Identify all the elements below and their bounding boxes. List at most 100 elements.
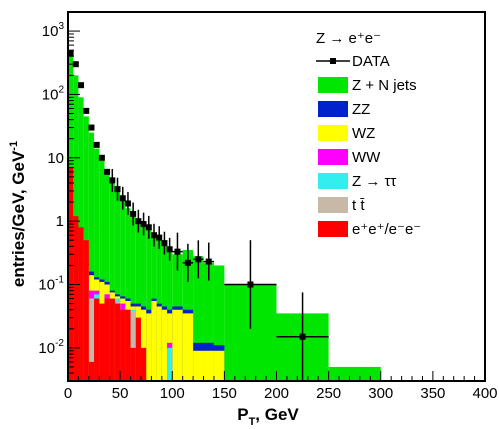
bar [88,298,95,381]
bar [135,317,141,381]
data-marker [109,177,116,184]
data-marker [98,154,105,161]
series-e-e-e-e [68,167,147,381]
y-axis-label: entries/GeV, GeV-1 [8,141,28,287]
data-point [124,192,131,215]
legend-label: Z → ττ [352,173,396,190]
data-marker [124,200,131,207]
data-point [135,209,142,233]
legend-entry: WZ [318,125,375,142]
bar [140,309,147,381]
data-point [193,240,204,279]
bar [328,366,381,381]
x-tick-label: 250 [316,385,341,402]
data-marker [174,248,181,255]
legend-swatch [318,101,348,117]
bar [114,190,121,381]
x-tick-label: 300 [368,385,393,402]
bar [125,208,131,381]
bar [68,167,74,381]
bar [120,309,126,381]
x-tick-label: 150 [212,385,237,402]
data-point [276,292,329,381]
legend-label: DATA [352,53,390,70]
y-tick-label: 10-2 [38,338,64,357]
legend-swatch [318,77,348,93]
legend-entry: DATA [316,53,390,70]
data-point [93,141,100,148]
bar [193,256,204,381]
data-point [114,177,121,201]
y-tick-label: 10-1 [38,275,64,294]
legend-entry: t t̄ [318,197,365,214]
data-point [145,215,152,239]
legend-marker [330,58,336,64]
legend-entry: ZZ [318,101,370,118]
legend-swatch [318,125,348,141]
bar [94,298,100,381]
data-marker [156,234,163,241]
data-point [78,82,85,89]
bar [135,221,141,381]
x-axis-label-unit: , GeV [255,405,299,424]
bar [140,347,147,381]
data-marker [205,258,212,265]
data-point [166,237,173,261]
data-marker [135,218,142,225]
data-marker [195,256,202,263]
bar [182,313,194,381]
bar [88,361,95,381]
data-point [156,226,163,250]
data-marker [140,221,147,228]
bar [83,240,89,381]
bar [146,229,152,381]
data-point [130,202,137,226]
data-marker [114,186,121,193]
bar [172,309,183,381]
x-tick-label: 350 [420,385,445,402]
bar [104,171,110,381]
data-point [109,168,116,192]
bar [104,298,110,381]
data-point [72,61,79,68]
bar [193,350,204,381]
legend-header: Z → e⁺e⁻ [316,30,381,47]
data-marker [119,195,126,202]
data-point [203,242,214,281]
legend-swatch [318,149,348,165]
bar [120,199,126,381]
y-tick-label: 103 [42,21,65,40]
data-points [67,50,329,381]
data-point [151,223,158,247]
x-tick-label: 200 [264,385,289,402]
x-axis-ticks: 0 50 100 150 200 250 300 350 400 [64,371,498,402]
legend-swatch [318,221,348,237]
data-point [98,154,105,161]
legend-label: WZ [352,125,375,142]
data-point [140,212,147,236]
bar [151,300,157,381]
y-axis-ticks: 10-2 10-1 1 10 102 103 [38,11,80,382]
bar [94,148,100,381]
bar [156,306,162,381]
data-marker [184,259,191,266]
data-marker [166,246,173,253]
bar [99,303,105,381]
data-point [83,107,90,114]
legend-swatch [318,173,348,189]
bar [130,347,136,381]
bar [203,350,214,381]
stacked-histogram-bars [68,50,381,382]
data-marker [145,224,152,231]
x-axis-label-sub: T [249,416,256,428]
bar [73,216,79,381]
x-tick-label: 100 [160,385,185,402]
bar [114,303,121,381]
legend-entry: Z → ττ [318,173,396,190]
bar [99,160,105,381]
bar [161,309,168,381]
bar [130,213,136,381]
data-marker [78,82,85,89]
data-marker [151,232,158,239]
